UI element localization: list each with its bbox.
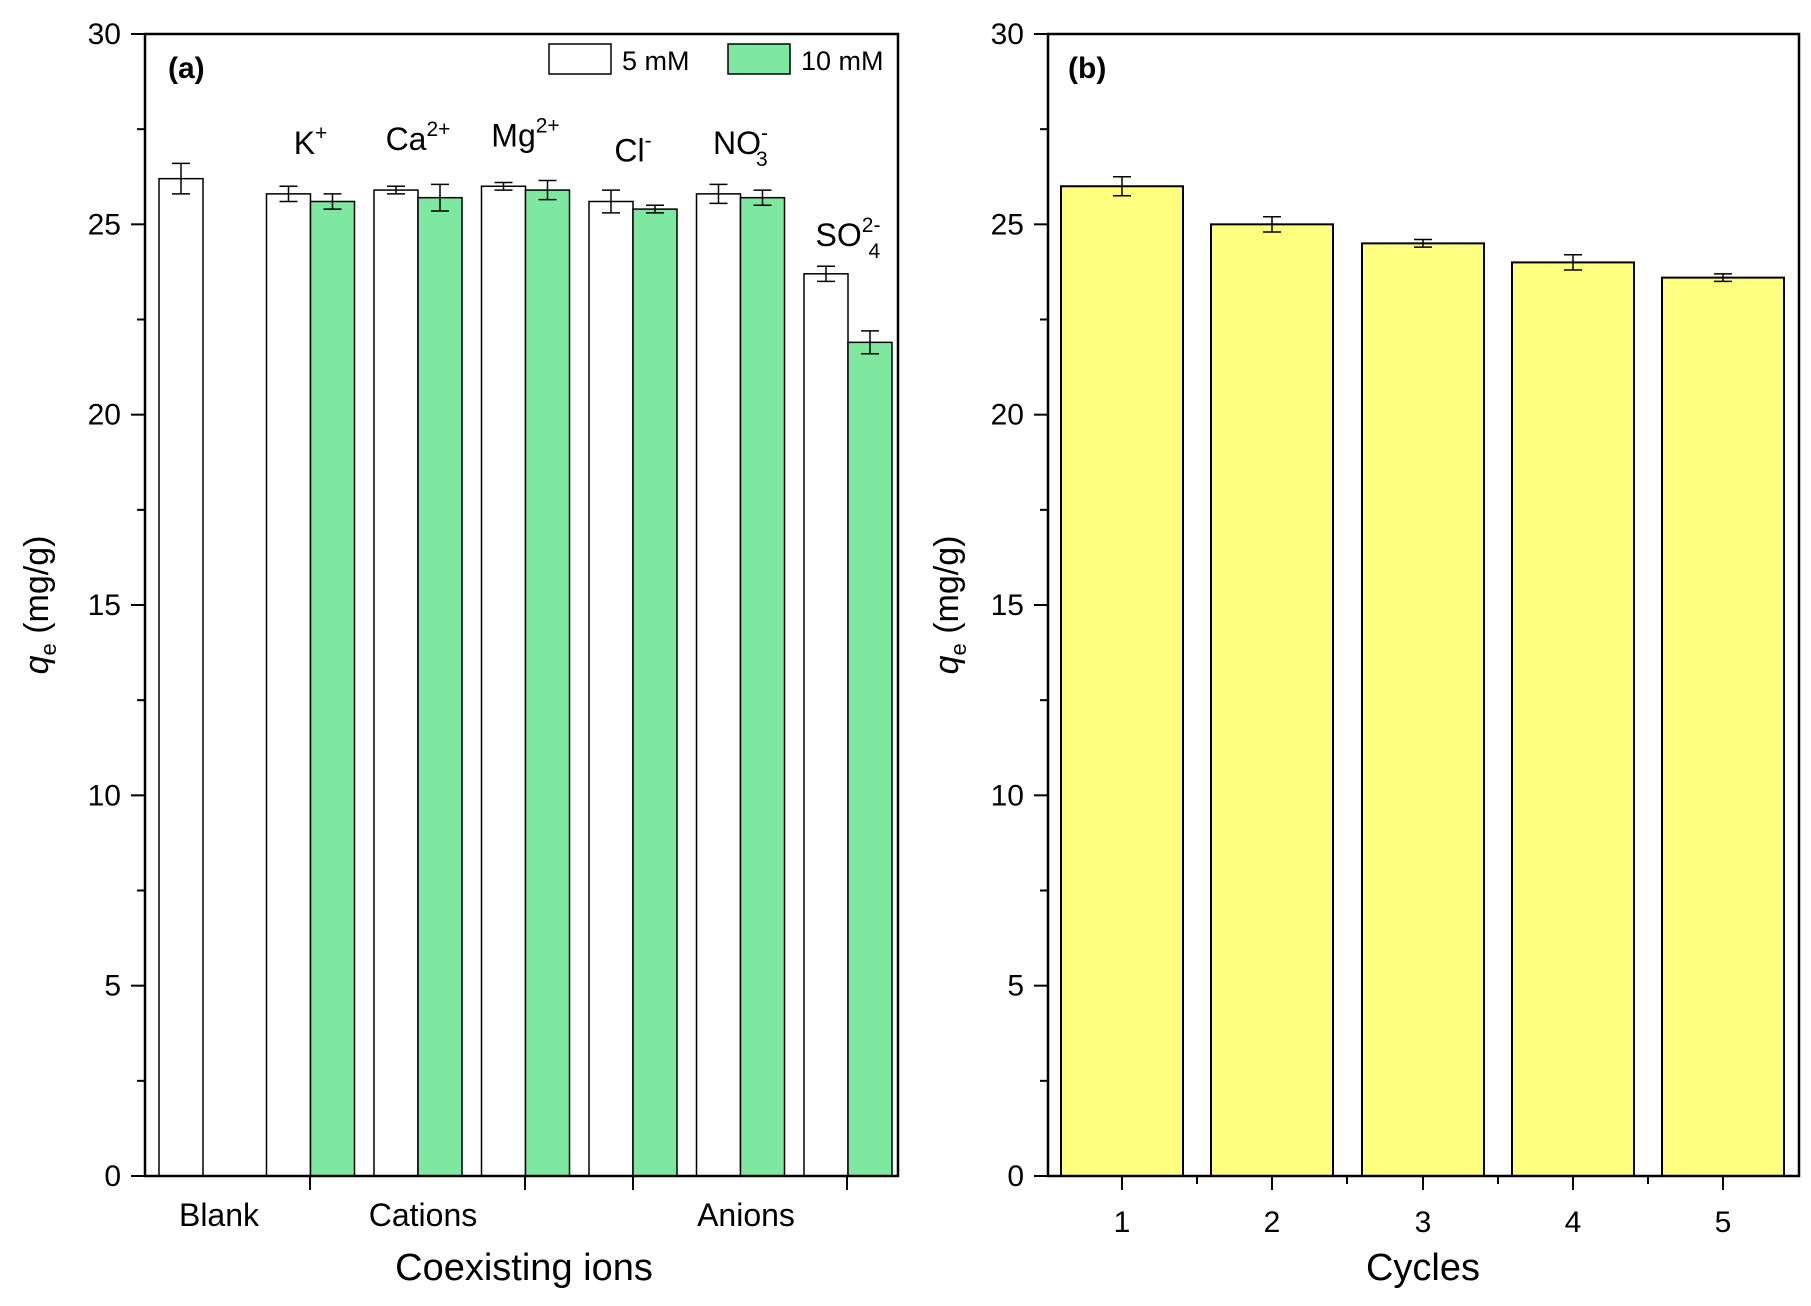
ion-label-superscript: -: [645, 129, 652, 152]
y-tick-label: 0: [104, 1160, 121, 1193]
panel-label: (a): [168, 52, 205, 85]
ion-label-mg: Mg2+: [491, 114, 559, 153]
y-tick-label: 5: [1007, 970, 1024, 1003]
y-axis-label-subscript: e: [946, 643, 971, 655]
ion-label-k: K+: [294, 122, 328, 161]
x-tick-label: 5: [1715, 1206, 1732, 1239]
ion-label-base: NO: [713, 125, 761, 161]
ion-label-base: K: [294, 125, 315, 161]
bar-no3-10mM: [739, 196, 786, 1177]
legend-swatch-10mM: [727, 43, 791, 75]
legend: 5 mM 10 mM: [548, 43, 884, 76]
x-tick-label: 4: [1565, 1206, 1582, 1239]
x-group-label: Cations: [369, 1197, 478, 1233]
legend-label-5mM: 5 mM: [622, 46, 690, 76]
ion-label-base: Cl: [614, 132, 644, 168]
x-tick-label: 3: [1415, 1206, 1432, 1239]
y-axis-label-symbol: q: [928, 655, 966, 674]
x-group-label: Anions: [697, 1197, 795, 1233]
x-tick-label: 2: [1264, 1206, 1281, 1239]
x-axis-label: Coexisting ions: [395, 1247, 653, 1289]
panel-b: 0 5 10 15 20 25 30 qe (mg/g) 1 2 3 4 5 Cycles (b): [928, 18, 1801, 1289]
ion-label-superscript: +: [315, 122, 327, 145]
y-axis-label: qe (mg/g): [18, 536, 61, 675]
y-tick-label: 10: [991, 779, 1024, 812]
y-tick-label: 20: [991, 399, 1024, 432]
y-tick-label: 30: [991, 18, 1024, 51]
bar-k-10mM: [309, 200, 356, 1177]
bar-cycle-3: [1361, 242, 1485, 1178]
y-tick-label: 0: [1007, 1160, 1024, 1193]
y-tick-label: 20: [88, 399, 121, 432]
ion-label-subscript: 3: [756, 148, 768, 171]
bar-mg-5mM: [480, 185, 527, 1177]
ion-label-base: Ca: [386, 121, 427, 157]
x-group-label: Blank: [179, 1197, 260, 1233]
panel-label: (b): [1068, 52, 1106, 85]
y-axis-label-unit: (mg/g): [928, 536, 966, 644]
bar-ca-5mM: [373, 189, 419, 1177]
bar-mg-10mM: [524, 189, 571, 1177]
y-tick-label: 10: [88, 779, 121, 812]
bar-cycle-2: [1210, 223, 1334, 1178]
ion-label-superscript: 2+: [426, 118, 450, 141]
bar-blank-5mM: [158, 177, 204, 1177]
y-tick-label: 30: [88, 18, 121, 51]
bar-cycle-1: [1060, 185, 1184, 1177]
bar-cycle-4: [1511, 261, 1635, 1177]
y-tick-label: 25: [88, 208, 121, 241]
y-axis-label: qe (mg/g): [928, 536, 971, 675]
bar-ca-10mM: [417, 196, 463, 1177]
ion-label-no3: NO- 3: [713, 122, 768, 171]
legend-swatch-5mM: [548, 43, 612, 75]
ion-label-so4: SO2- 4: [816, 214, 881, 263]
y-tick-label: 5: [104, 970, 121, 1003]
legend-label-10mM: 10 mM: [801, 46, 884, 76]
y-axis-label-unit: (mg/g): [18, 536, 56, 644]
ion-label-subscript: 4: [868, 240, 880, 263]
bar-cl-5mM: [588, 200, 634, 1177]
ion-label-superscript: -: [761, 122, 768, 145]
plot-frame: [143, 32, 900, 1178]
bar-so4-10mM: [847, 341, 893, 1177]
bar-no3-5mM: [695, 193, 742, 1177]
y-axis-label-symbol: q: [18, 655, 56, 674]
bar-cl-10mM: [632, 208, 678, 1177]
ion-label-base: Mg: [491, 117, 535, 153]
x-tick-label: 1: [1114, 1206, 1131, 1239]
bar-so4-5mM: [803, 273, 849, 1177]
ion-label-ca: Ca2+: [386, 118, 451, 157]
ion-label-base: SO: [816, 217, 862, 253]
ion-label-superscript: 2+: [536, 114, 560, 137]
bar-k-5mM: [265, 193, 312, 1177]
ion-label-superscript: 2-: [862, 214, 881, 237]
y-tick-label: 25: [991, 208, 1024, 241]
y-tick-label: 15: [88, 589, 121, 622]
y-tick-label: 15: [991, 589, 1024, 622]
y-axis-label-subscript: e: [36, 643, 61, 655]
ion-label-cl: Cl-: [614, 129, 651, 168]
x-axis-label: Cycles: [1366, 1247, 1480, 1289]
bar-cycle-5: [1661, 276, 1785, 1178]
